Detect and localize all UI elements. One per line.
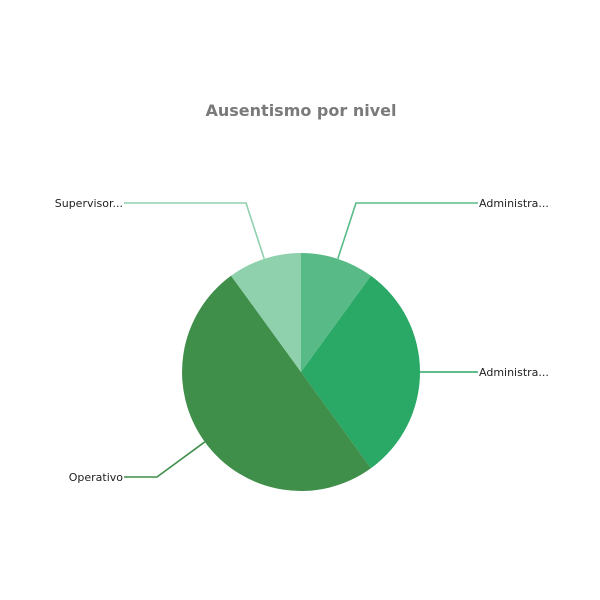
slice-label-3: Operativo (69, 471, 124, 484)
leader-line-1 (337, 202, 478, 260)
chart-title: Ausentismo por nivel (206, 101, 397, 120)
leader-lines (124, 202, 478, 478)
pie-slice-1[interactable] (301, 253, 371, 372)
pie-slice-3[interactable] (182, 275, 371, 491)
slice-labels: Administra... Administra... Operativo Super… (55, 197, 549, 484)
leader-line-3 (124, 441, 206, 478)
pie-slice-4[interactable] (231, 253, 301, 372)
leader-line-4 (124, 202, 265, 260)
slice-label-4: Supervisor... (55, 197, 123, 210)
pie-slice-2[interactable] (301, 275, 421, 469)
slice-label-2: Administra... (479, 366, 549, 379)
slice-label-1: Administra... (479, 197, 549, 210)
pie-slices (182, 253, 421, 491)
